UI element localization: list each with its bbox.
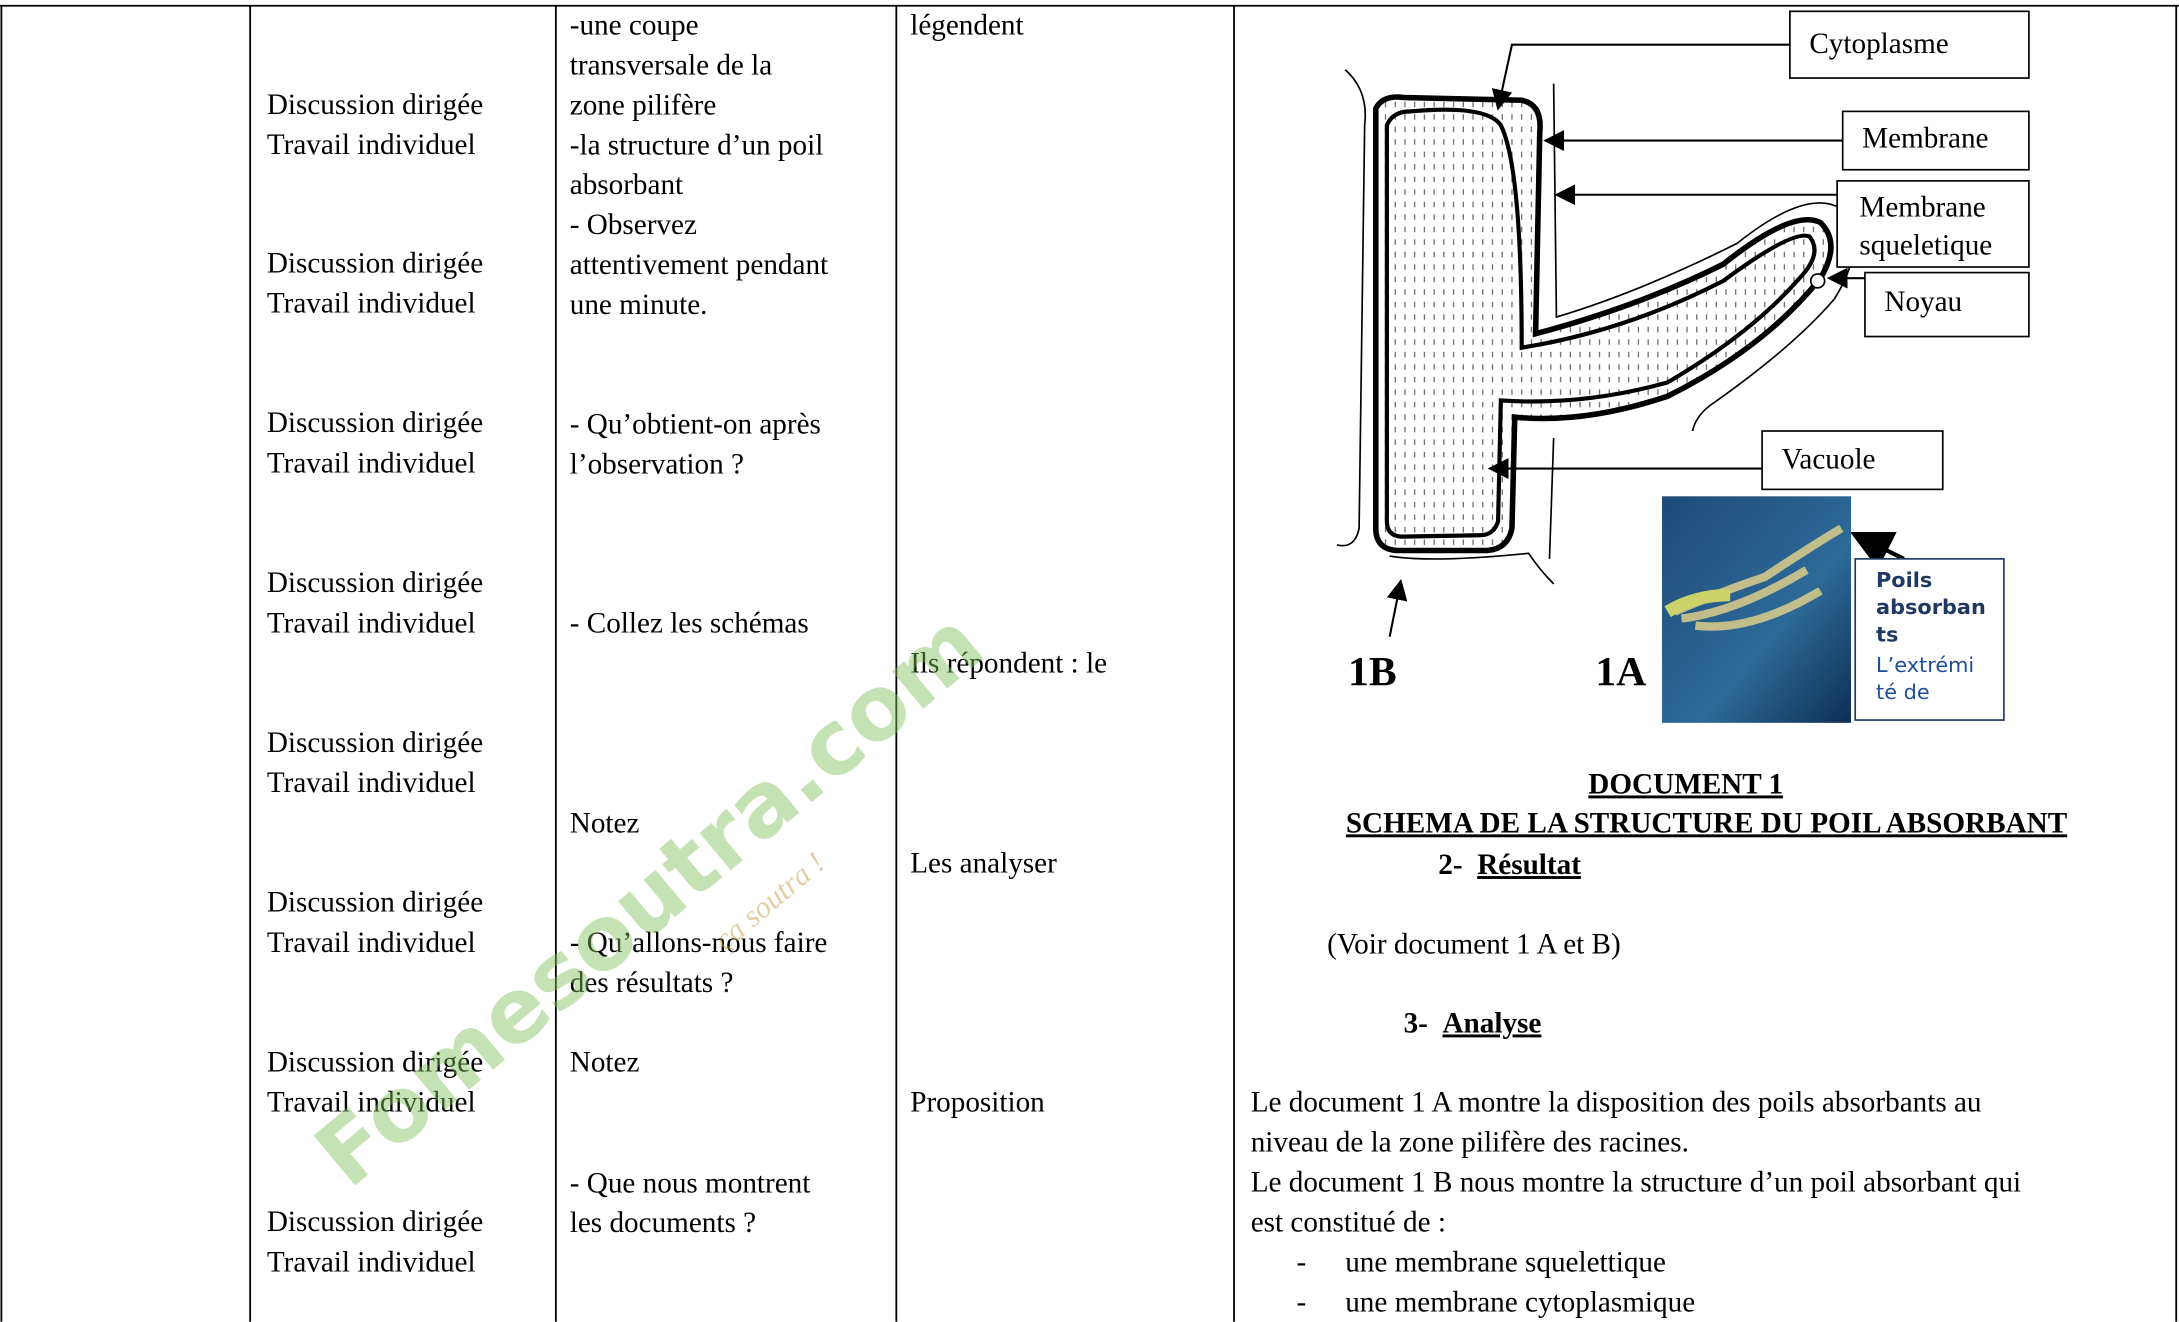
list-bullet: -: [1297, 1247, 1307, 1279]
instruction-text: une minute.: [570, 289, 708, 321]
instruction-text: absorbant: [570, 169, 683, 201]
analysis-text: est constitué de :: [1251, 1206, 1446, 1238]
instruction-text: - Qu’allons-nous faire: [570, 927, 828, 959]
root-hair-diagram: [1336, 10, 2030, 723]
method-text: Discussion dirigée: [267, 247, 483, 279]
instruction-text: - Que nous montrent: [570, 1167, 811, 1199]
method-text: Discussion dirigée: [267, 1206, 483, 1238]
analysis-text: niveau de la zone pilifère des racines.: [1251, 1127, 1689, 1159]
diagram-label: Vacuole: [1782, 443, 1876, 475]
instruction-text: transversale de la: [570, 50, 773, 82]
instruction-text: - Qu’obtient-on après: [570, 409, 821, 441]
photo-caption: Poils: [1876, 568, 1932, 592]
list-bullet: -: [1297, 1286, 1307, 1318]
photo-caption: absorban: [1876, 595, 1986, 619]
figure-label: 1B: [1348, 649, 1397, 695]
method-text: Travail individuel: [267, 129, 476, 161]
method-text: Travail individuel: [267, 607, 476, 639]
table-grid: [0, 4, 2179, 1322]
section-number: 3-: [1404, 1007, 1428, 1039]
method-text: Discussion dirigée: [267, 727, 483, 759]
method-text: Discussion dirigée: [267, 407, 483, 439]
analysis-text: Le document 1 B nous montre la structure…: [1251, 1166, 2021, 1198]
document-subtitle: SCHEMA DE LA STRUCTURE DU POIL ABSORBANT: [1346, 807, 2068, 839]
instruction-text: attentivement pendant: [570, 249, 828, 281]
method-text: Travail individuel: [267, 767, 476, 799]
instruction-text: - Collez les schémas: [570, 607, 809, 639]
diagram-label: squeletique: [1859, 229, 1992, 261]
diagram-label: Membrane: [1862, 122, 1988, 154]
photo-caption: ts: [1876, 622, 1898, 646]
method-text: Travail individuel: [267, 288, 476, 320]
document-title: DOCUMENT 1: [1588, 768, 1783, 800]
diagram-label: Cytoplasme: [1809, 28, 1948, 60]
method-text: Discussion dirigée: [267, 567, 483, 599]
instruction-text: -la structure d’un poil: [570, 129, 824, 161]
list-item: une membrane cytoplasmique: [1345, 1286, 1695, 1318]
instruction-text: Notez: [570, 807, 640, 839]
response-text: Ils répondent : le: [910, 648, 1107, 680]
instruction-text: l’observation ?: [570, 448, 744, 480]
figure-label: 1A: [1595, 649, 1646, 695]
method-text: Travail individuel: [267, 1087, 476, 1119]
section-heading: Analyse: [1442, 1007, 1541, 1039]
instruction-text: - Observez: [570, 209, 697, 241]
diagram-label: Noyau: [1884, 286, 1962, 318]
analysis-text: Le document 1 A montre la disposition de…: [1251, 1087, 1982, 1119]
section-number: 2-: [1438, 849, 1462, 881]
list-item: une membrane squelettique: [1345, 1247, 1666, 1279]
instruction-text: les documents ?: [570, 1207, 756, 1239]
photo-caption: L’extrémi: [1876, 653, 1974, 677]
method-text: Discussion dirigée: [267, 887, 483, 919]
method-text: Travail individuel: [267, 1247, 476, 1279]
method-text: Travail individuel: [267, 927, 476, 959]
instruction-text: des résultats ?: [570, 967, 734, 999]
instruction-text: Notez: [570, 1046, 640, 1078]
response-text: Proposition: [910, 1087, 1045, 1119]
instruction-text: zone pilifère: [570, 89, 717, 121]
response-text: légendent: [910, 10, 1023, 42]
instruction-text: -une coupe: [570, 10, 699, 42]
section-heading: Résultat: [1477, 849, 1581, 881]
result-text: (Voir document 1 A et B): [1327, 928, 1621, 960]
method-text: Discussion dirigée: [267, 1046, 483, 1078]
response-text: Les analyser: [910, 848, 1057, 880]
diagram-label: Membrane: [1859, 192, 1985, 224]
method-text: Travail individuel: [267, 447, 476, 479]
method-text: Discussion dirigée: [267, 89, 483, 121]
photo-caption: té de: [1876, 680, 1930, 704]
